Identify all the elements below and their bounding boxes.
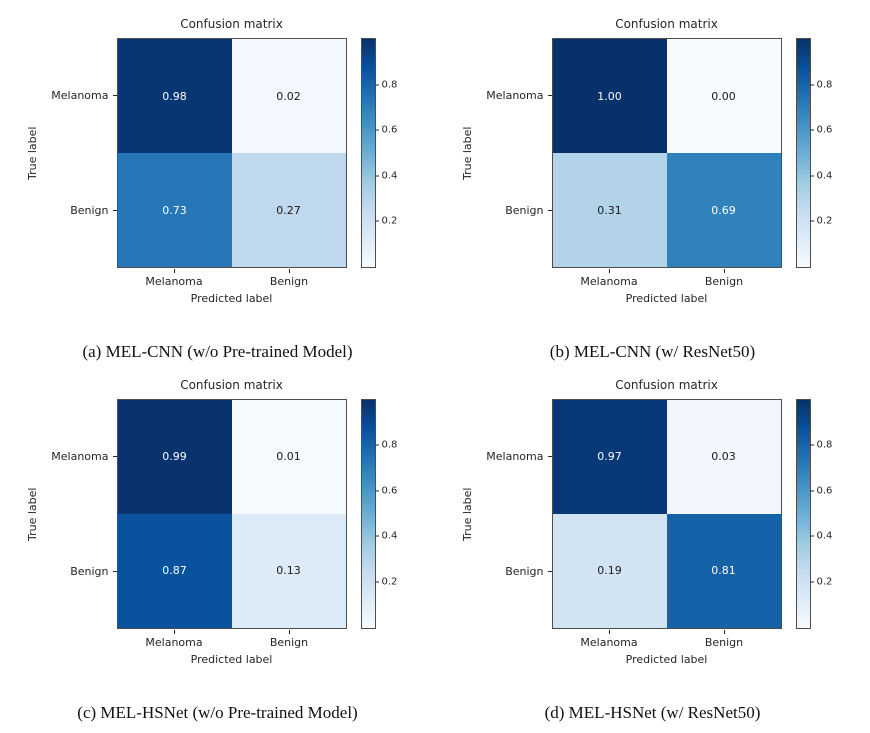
colorbar-tick-label: 0.6 bbox=[810, 485, 833, 496]
colorbar: 0.2 0.4 0.6 0.8 bbox=[360, 38, 397, 268]
colorbar-tick-label: 0.4 bbox=[810, 170, 833, 181]
y-tick-labels: Melanoma Benign bbox=[41, 399, 117, 629]
panel-cell-c: Confusion matrix True label Melanoma Ben… bbox=[0, 373, 435, 733]
colorbar-tick-label: 0.6 bbox=[375, 485, 398, 496]
heatmap: 0.97 0.03 0.19 0.81 bbox=[551, 398, 782, 629]
y-tick-labels: Melanoma Benign bbox=[476, 38, 552, 268]
colorbar-wrap: 0.2 0.4 0.6 0.8 bbox=[782, 398, 846, 629]
colorbar-tick-label: 0.4 bbox=[375, 531, 398, 542]
heatmap-cell: 0.73 bbox=[117, 153, 232, 267]
x-tick-melanoma: Melanoma bbox=[117, 629, 232, 653]
panel-caption: (c) MEL-HSNet (w/o Pre-trained Model) bbox=[77, 702, 358, 722]
plot-title: Confusion matrix bbox=[615, 377, 718, 392]
heatmap-cell: 0.13 bbox=[231, 513, 346, 628]
colorbar-tick-label: 0.2 bbox=[375, 216, 398, 227]
plot-title: Confusion matrix bbox=[615, 17, 718, 31]
x-axis-label: Predicted label bbox=[190, 652, 273, 666]
colorbar: 0.2 0.4 0.6 0.8 bbox=[795, 398, 832, 629]
x-tick-benign: Benign bbox=[232, 629, 347, 653]
y-axis-label: True label bbox=[26, 126, 39, 180]
y-tick-labels: Melanoma Benign bbox=[41, 38, 117, 268]
colorbar: 0.2 0.4 0.6 0.8 bbox=[795, 38, 832, 268]
y-tick-benign: Benign bbox=[41, 514, 117, 629]
heatmap-cell: 0.19 bbox=[552, 513, 667, 628]
colorbar-wrap: 0.2 0.4 0.6 0.8 bbox=[347, 38, 411, 268]
confusion-matrix-plot-b: Confusion matrix True label Melanoma Ben… bbox=[460, 12, 846, 308]
x-tick-melanoma: Melanoma bbox=[552, 268, 667, 292]
colorbar-tick-label: 0.4 bbox=[375, 170, 398, 181]
colorbar-tick-label: 0.8 bbox=[810, 440, 833, 451]
colorbar-tick-label: 0.6 bbox=[810, 125, 833, 136]
x-tick-benign: Benign bbox=[667, 629, 782, 653]
colorbar-tick-label: 0.2 bbox=[810, 216, 833, 227]
heatmap-cell: 0.87 bbox=[117, 513, 232, 628]
x-axis-label: Predicted label bbox=[625, 652, 708, 666]
panel-caption: (b) MEL-CNN (w/ ResNet50) bbox=[549, 342, 756, 361]
y-axis-label: True label bbox=[26, 486, 39, 541]
heatmap-cell: 0.02 bbox=[231, 39, 346, 153]
y-tick-melanoma: Melanoma bbox=[476, 38, 552, 153]
heatmap-cell: 0.97 bbox=[552, 399, 667, 514]
colorbar-tick-label: 0.2 bbox=[810, 576, 833, 587]
y-axis-label: True label bbox=[461, 486, 474, 541]
panel-cell-d: Confusion matrix True label Melanoma Ben… bbox=[435, 373, 870, 733]
x-tick-labels: Melanoma Benign bbox=[552, 268, 782, 292]
heatmap-cell: 0.00 bbox=[666, 39, 781, 153]
y-axis-label: True label bbox=[461, 126, 474, 180]
y-tick-benign: Benign bbox=[476, 514, 552, 629]
x-tick-labels: Melanoma Benign bbox=[552, 629, 782, 653]
heatmap-cell: 0.01 bbox=[231, 399, 346, 514]
heatmap-cell: 0.03 bbox=[666, 399, 781, 514]
colorbar-tick-label: 0.4 bbox=[810, 531, 833, 542]
colorbar-tick-label: 0.8 bbox=[810, 79, 833, 90]
heatmap-cell: 0.98 bbox=[117, 39, 232, 153]
colorbar-tick-label: 0.8 bbox=[375, 79, 398, 90]
heatmap-cell: 0.81 bbox=[666, 513, 781, 628]
plot-title: Confusion matrix bbox=[180, 17, 283, 31]
y-tick-benign: Benign bbox=[41, 153, 117, 268]
confusion-matrix-plot-c: Confusion matrix True label Melanoma Ben… bbox=[25, 373, 411, 669]
colorbar-wrap: 0.2 0.4 0.6 0.8 bbox=[782, 38, 846, 268]
heatmap: 0.98 0.02 0.73 0.27 bbox=[116, 38, 347, 268]
x-axis-label: Predicted label bbox=[190, 292, 273, 305]
panel-caption: (d) MEL-HSNet (w/ ResNet50) bbox=[544, 702, 761, 722]
heatmap-cell: 1.00 bbox=[552, 39, 667, 153]
colorbar-tick-label: 0.6 bbox=[375, 125, 398, 136]
confusion-matrix-plot-d: Confusion matrix True label Melanoma Ben… bbox=[460, 373, 846, 669]
x-tick-labels: Melanoma Benign bbox=[117, 268, 347, 292]
confusion-matrix-plot-a: Confusion matrix True label Melanoma Ben… bbox=[25, 12, 411, 308]
colorbar-wrap: 0.2 0.4 0.6 0.8 bbox=[347, 398, 411, 629]
x-tick-benign: Benign bbox=[232, 268, 347, 292]
heatmap: 0.99 0.01 0.87 0.13 bbox=[116, 398, 347, 629]
x-tick-melanoma: Melanoma bbox=[117, 268, 232, 292]
heatmap-cell: 0.99 bbox=[117, 399, 232, 514]
heatmap: 1.00 0.00 0.31 0.69 bbox=[551, 38, 782, 268]
colorbar: 0.2 0.4 0.6 0.8 bbox=[360, 398, 397, 629]
x-tick-melanoma: Melanoma bbox=[552, 629, 667, 653]
y-tick-melanoma: Melanoma bbox=[41, 38, 117, 153]
y-tick-benign: Benign bbox=[476, 153, 552, 268]
colorbar-tick-label: 0.8 bbox=[375, 440, 398, 451]
heatmap-cell: 0.31 bbox=[552, 153, 667, 267]
y-tick-melanoma: Melanoma bbox=[41, 399, 117, 514]
x-tick-benign: Benign bbox=[667, 268, 782, 292]
panel-c: Confusion matrix True label Melanoma Ben… bbox=[25, 373, 411, 723]
panel-b: Confusion matrix True label Melanoma Ben… bbox=[460, 12, 846, 362]
heatmap-cell: 0.27 bbox=[231, 153, 346, 267]
x-axis-label: Predicted label bbox=[625, 292, 708, 305]
panel-a: Confusion matrix True label Melanoma Ben… bbox=[25, 12, 411, 362]
heatmap-cell: 0.69 bbox=[666, 153, 781, 267]
panel-d: Confusion matrix True label Melanoma Ben… bbox=[460, 373, 846, 723]
x-tick-labels: Melanoma Benign bbox=[117, 629, 347, 653]
panel-cell-b: Confusion matrix True label Melanoma Ben… bbox=[435, 12, 870, 373]
colorbar-tick-label: 0.2 bbox=[375, 576, 398, 587]
panel-caption: (a) MEL-CNN (w/o Pre-trained Model) bbox=[82, 342, 353, 361]
y-tick-labels: Melanoma Benign bbox=[476, 399, 552, 629]
panel-cell-a: Confusion matrix True label Melanoma Ben… bbox=[0, 12, 435, 373]
y-tick-melanoma: Melanoma bbox=[476, 399, 552, 514]
plot-title: Confusion matrix bbox=[180, 377, 283, 392]
